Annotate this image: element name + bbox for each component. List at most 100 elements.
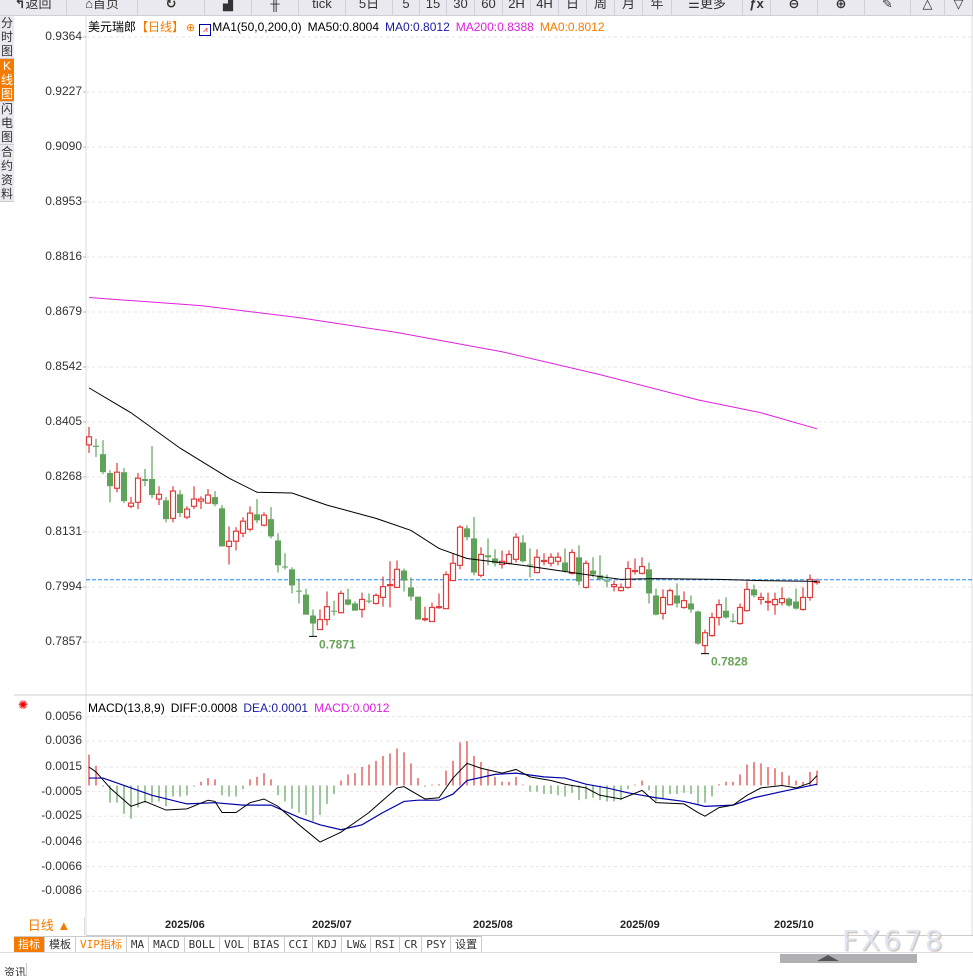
crosshair-icon[interactable]: ⊕ (186, 22, 196, 34)
indicator-tab-CR[interactable]: CR (400, 937, 423, 953)
candle-body (799, 596, 807, 611)
candle-body (239, 520, 247, 534)
toolbar-button-首页[interactable]: ⌂首页 (67, 0, 138, 15)
candle (646, 562, 652, 604)
indicator-tab-MA[interactable]: MA (126, 937, 150, 953)
candle (190, 486, 198, 510)
toolbar-button-4H[interactable]: 4H (531, 0, 559, 15)
toolbar-button-周[interactable]: 周 (587, 0, 615, 15)
indicator-tab-KDJ[interactable]: KDJ (313, 937, 343, 953)
candle-body (310, 615, 316, 624)
toolbar-button-zoom-out[interactable]: ⊖ (771, 0, 818, 15)
toolbar-button-日[interactable]: 日 (559, 0, 587, 15)
toolbar-button-更多[interactable]: ☰更多 (672, 0, 743, 15)
low-price-label: 0.7871 (319, 637, 356, 651)
pen-icon: ✎ (882, 0, 893, 11)
indicator-tab-PSY[interactable]: PSY (422, 937, 452, 953)
candle-body (617, 586, 625, 592)
sidebar-tab-1[interactable]: K线图 (0, 59, 14, 102)
toolbar-button-月[interactable]: 月 (615, 0, 643, 15)
indicator-tab-BOLL[interactable]: BOLL (184, 937, 221, 953)
toolbar-label: 4H (536, 0, 553, 11)
toolbar-button-bar-chart[interactable]: ▟ (205, 0, 252, 15)
indicator-params: MA1(50,0,200,0) (212, 20, 302, 34)
indicator-tab-LW&[interactable]: LW& (342, 937, 372, 953)
candle (464, 525, 470, 541)
toolbar-button-5日[interactable]: 5日 (346, 0, 393, 15)
toolbar-button-30[interactable]: 30 (447, 0, 475, 15)
scrollbar-thumb[interactable] (780, 954, 917, 963)
sidebar-tab-0[interactable]: 分时图 (0, 16, 14, 59)
candle-body (456, 526, 464, 566)
toolbar-button-candlestick[interactable]: ╫ (252, 0, 299, 15)
indicator-tab-VIP指标[interactable]: VIP指标 (76, 937, 127, 953)
ma50-line (88, 387, 818, 582)
toolbar-button-15[interactable]: 15 (420, 0, 447, 15)
toolbar-button-60[interactable]: 60 (475, 0, 503, 15)
candle-body (421, 618, 429, 621)
indicator-tab-指标[interactable]: 指标 (14, 937, 45, 953)
indicator-tab-RSI[interactable]: RSI (371, 937, 400, 953)
candle (142, 468, 148, 487)
candle (778, 587, 786, 606)
indicator-tab-设置[interactable]: 设置 (451, 937, 483, 953)
toolbar-button-2H[interactable]: 2H (503, 0, 531, 15)
toolbar-button-pen[interactable]: ✎ (865, 0, 911, 15)
candle (260, 512, 268, 527)
candle-body (197, 498, 205, 502)
toolbar-button-5[interactable]: 5 (393, 0, 420, 15)
toolbar-button-zoom-in[interactable]: ⊕ (818, 0, 865, 15)
macd-tick-label: -0.0005 (41, 783, 82, 798)
toolbar-button-返回[interactable]: ↰返回 (0, 0, 67, 15)
toolbar-label: 返回 (25, 0, 52, 11)
toolbar-label: 月 (621, 0, 635, 11)
indicator-settings-icon[interactable]: ✺ (18, 698, 29, 712)
candle (337, 590, 345, 614)
candle (456, 525, 464, 570)
price-tick-label: 0.7994 (45, 579, 82, 593)
toolbar-label: 年 (650, 0, 664, 11)
toolbar-button-tick[interactable]: tick (299, 0, 346, 15)
indicator-tab-VOL[interactable]: VOL (220, 937, 249, 953)
candle-body (415, 596, 421, 620)
horizontal-scrollbar[interactable] (0, 952, 973, 963)
candle (695, 610, 701, 645)
candle (246, 506, 254, 532)
toolbar-button-refresh[interactable]: ↻ (138, 0, 205, 15)
sidebar-tab-3[interactable]: 合约资料 (0, 145, 14, 202)
candle (225, 526, 233, 565)
candle (415, 596, 421, 620)
indicator-tab-MACD[interactable]: MACD (149, 937, 185, 953)
candle-body (183, 508, 191, 518)
candle-body (646, 569, 652, 594)
candle-body (149, 479, 155, 496)
toolbar-label: 更多 (699, 0, 726, 11)
toolbar-label: tick (312, 0, 332, 11)
toolbar-button-fx-formula[interactable]: ƒx (743, 0, 771, 15)
price-tick-label: 0.8542 (45, 359, 82, 373)
symbol-name: 美元瑞郎 (88, 20, 137, 34)
candle (715, 599, 723, 626)
dea-value: DEA:0.0001 (243, 701, 309, 715)
candle-body (358, 598, 366, 611)
candle-body (296, 590, 302, 592)
candle (134, 472, 142, 510)
sidebar-tab-2[interactable]: 闪电图 (0, 102, 14, 145)
indicator-icon[interactable]: ⩘ (199, 24, 212, 36)
candle (764, 592, 772, 611)
candle-body (604, 580, 610, 582)
scroll-up-arrow-icon[interactable] (817, 955, 839, 961)
candle (492, 549, 498, 567)
toolbar-button-triangle-up[interactable]: △ (911, 0, 945, 15)
period-label: 【日线】 (136, 20, 185, 34)
candle-body (666, 590, 674, 606)
indicator-tab-BIAS[interactable]: BIAS (249, 937, 285, 953)
candle-body (562, 562, 568, 572)
news-tab[interactable]: 资讯 (0, 963, 27, 976)
price-tick-label: 0.9364 (45, 29, 82, 43)
toolbar-button-年[interactable]: 年 (643, 0, 672, 15)
period-selector[interactable]: 日线 ▲ (14, 917, 85, 935)
indicator-tab-CCI[interactable]: CCI (284, 937, 314, 953)
macd-tick-label: -0.0046 (41, 834, 82, 849)
indicator-tab-模板[interactable]: 模板 (45, 937, 76, 953)
